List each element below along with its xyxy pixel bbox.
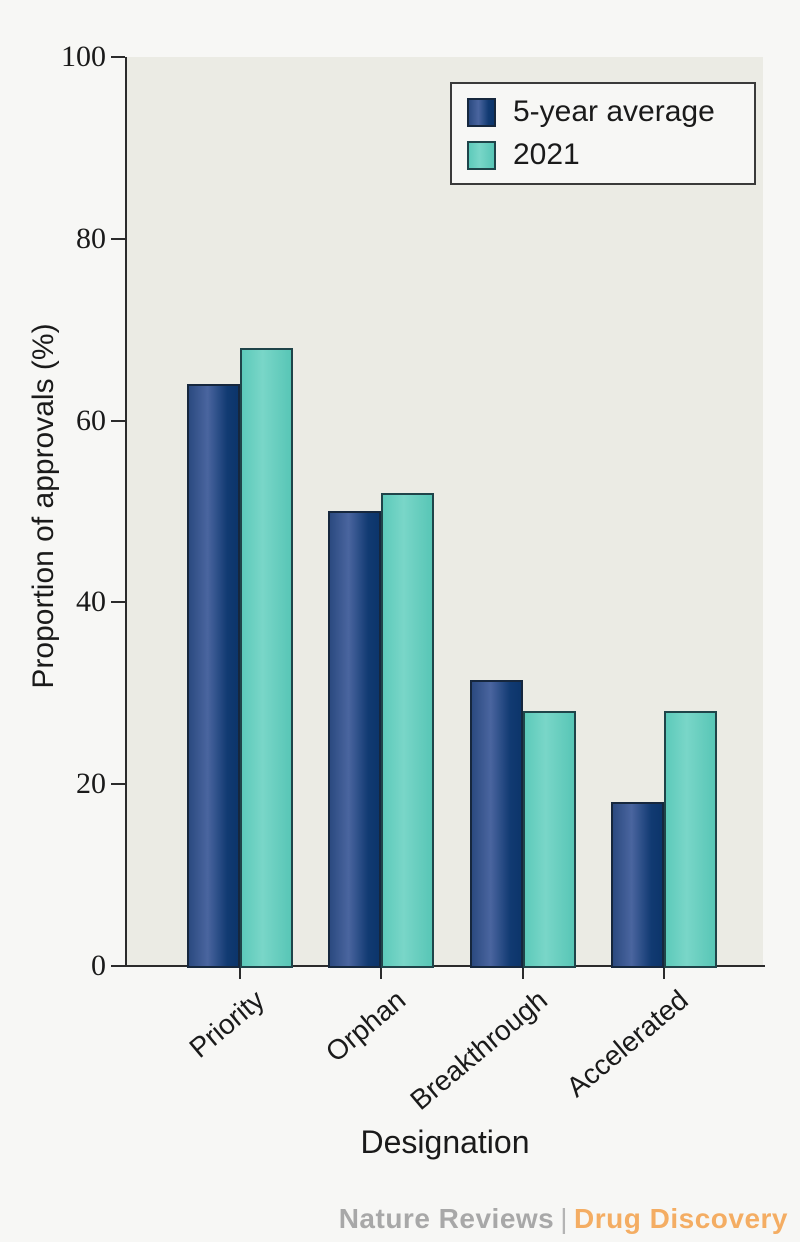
y-tick-label-80: 80 bbox=[76, 221, 106, 255]
y-tick-label-20: 20 bbox=[76, 767, 106, 801]
y-tick-mark-40 bbox=[111, 601, 125, 604]
y-axis-title: Proportion of approvals (%) bbox=[27, 323, 60, 689]
y-tick-mark-0 bbox=[111, 965, 125, 967]
legend-swatch-5-year-average bbox=[467, 97, 496, 127]
x-tick-label-priority: Priority bbox=[183, 984, 271, 1064]
bar-5-year-average-orphan bbox=[328, 511, 382, 968]
y-tick-mark-100 bbox=[111, 56, 125, 58]
bar-2021-orphan bbox=[381, 493, 435, 968]
x-tick-mark-priority bbox=[239, 967, 242, 979]
journal-title: Drug Discovery bbox=[574, 1203, 788, 1234]
x-axis-title: Designation bbox=[360, 1124, 530, 1160]
y-axis-line bbox=[125, 57, 127, 967]
x-axis-line bbox=[125, 965, 765, 967]
x-tick-label-orphan: Orphan bbox=[319, 984, 412, 1068]
y-tick-mark-80 bbox=[111, 237, 125, 240]
legend: 5-year average 2021 bbox=[450, 82, 756, 185]
x-tick-mark-orphan bbox=[380, 967, 383, 979]
journal-name: Nature Reviews bbox=[338, 1203, 555, 1234]
x-tick-mark-breakthrough bbox=[521, 967, 524, 979]
bar-2021-accelerated bbox=[664, 711, 718, 968]
legend-swatch-2021 bbox=[467, 140, 496, 170]
bar-2021-breakthrough bbox=[522, 711, 576, 968]
legend-row-5-year-average: 5-year average bbox=[467, 97, 744, 127]
y-tick-mark-20 bbox=[111, 783, 125, 786]
bar-5-year-average-breakthrough bbox=[469, 680, 523, 968]
x-tick-label-accelerated: Accelerated bbox=[560, 984, 695, 1103]
y-tick-label-100: 100 bbox=[61, 40, 106, 73]
y-tick-mark-60 bbox=[111, 419, 125, 422]
footer-separator: | bbox=[560, 1203, 569, 1234]
journal-footer: Nature Reviews | Drug Discovery bbox=[339, 1203, 788, 1235]
x-tick-label-breakthrough: Breakthrough bbox=[403, 984, 553, 1116]
bar-5-year-average-priority bbox=[187, 384, 241, 968]
bar-2021-priority bbox=[240, 348, 294, 968]
bar-5-year-average-accelerated bbox=[611, 802, 665, 968]
y-tick-label-40: 40 bbox=[76, 585, 106, 619]
y-tick-label-60: 60 bbox=[76, 403, 106, 437]
y-tick-label-0: 0 bbox=[91, 949, 106, 982]
x-tick-mark-accelerated bbox=[663, 967, 666, 979]
legend-label-2021: 2021 bbox=[513, 138, 580, 171]
legend-label-5-year-average: 5-year average bbox=[513, 95, 715, 128]
legend-row-2021: 2021 bbox=[467, 140, 744, 170]
